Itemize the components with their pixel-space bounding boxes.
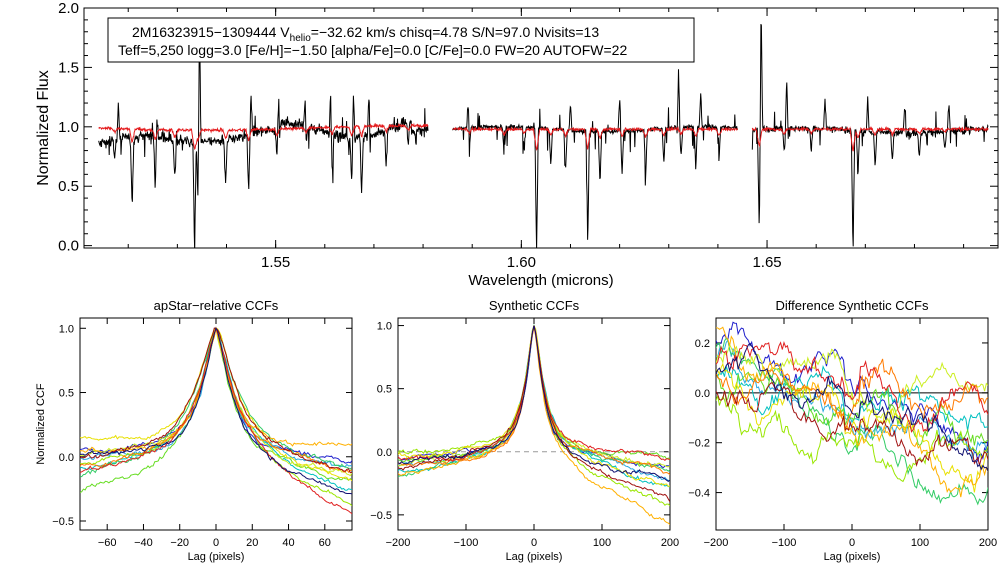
ccf-xtick-label: −100 <box>454 537 479 549</box>
ccf-series-line <box>398 325 670 463</box>
ccf-series-line <box>80 327 352 482</box>
info-line-2: Teff=5,250 logg=3.0 [Fe/H]=−1.50 [alpha/… <box>118 42 627 58</box>
spectrum-ytick-label: 0.0 <box>58 238 79 255</box>
spectrum-ytick-label: 0.5 <box>58 178 79 195</box>
ccf-series-line <box>716 395 988 483</box>
ccf-series-line <box>716 342 988 472</box>
ccf-series-line <box>716 371 988 447</box>
ccf-xtick-label: 100 <box>911 537 929 549</box>
ccf-ylabel: Normalized CCF <box>35 383 47 465</box>
ccf-ytick-label: 1.0 <box>377 321 392 333</box>
ccf-xtick-label: 40 <box>282 537 294 549</box>
ccf-series-line <box>80 327 352 495</box>
ccf-xtick-label: 0 <box>849 537 855 549</box>
ccf-title: Difference Synthetic CCFs <box>776 298 929 313</box>
observed-spectrum-line <box>98 38 429 248</box>
ccf-xlabel: Lag (pixels) <box>824 551 881 563</box>
ccf-title: apStar−relative CCFs <box>154 298 279 313</box>
ccf-series-line <box>716 326 988 498</box>
ccf-series-line <box>398 325 670 462</box>
ccf-ytick-label: 0.0 <box>59 452 74 464</box>
ccf-xtick-label: 200 <box>661 537 679 549</box>
ccf-ytick-label: −0.4 <box>688 488 710 500</box>
ccf-series-line <box>398 324 670 468</box>
spectrum-ytick-label: 1.0 <box>58 119 79 136</box>
ccf-series-line <box>716 365 988 431</box>
spectrum-frame <box>83 7 999 249</box>
ccf-series-line <box>80 327 352 491</box>
ccf-xtick-label: −60 <box>98 537 117 549</box>
ccf-series-line <box>398 325 670 503</box>
ccf-series-line <box>716 358 988 431</box>
ccf-ytick-label: 0.5 <box>377 384 392 396</box>
ccf-series-line <box>716 337 988 506</box>
ccf-title: Synthetic CCFs <box>489 298 580 313</box>
ccf-series-line <box>398 325 670 525</box>
ccf-series-line <box>716 381 988 467</box>
spectrum-xlabel: Wavelength (microns) <box>468 272 613 289</box>
model-spectrum-line <box>751 125 989 152</box>
ccf-xtick-label: 100 <box>593 537 611 549</box>
ccf-frame <box>79 317 353 531</box>
ccf-series-line <box>80 327 352 464</box>
ccf-series-line <box>716 343 988 425</box>
spectrum-xtick-label: 1.55 <box>261 254 290 271</box>
difference-ccf-panel: Difference Synthetic CCFs Lag (pixels) −20… <box>688 298 997 563</box>
model-spectrum-line <box>452 125 739 151</box>
ccf-xtick-label: −200 <box>704 537 729 549</box>
ccf-xtick-label: 20 <box>246 537 258 549</box>
ccf-xtick-label: −200 <box>386 537 411 549</box>
ccf-ytick-label: 1.0 <box>59 323 74 335</box>
ccf-ytick-label: 0.0 <box>695 388 710 400</box>
ccf-series-line <box>716 321 988 462</box>
ccf-xtick-label: −20 <box>170 537 189 549</box>
spectrum-panel: 0.0 0.5 1.0 1.5 2.0 1.55 1.60 1.65 Wavelength (m… <box>35 0 999 289</box>
observed-spectrum-line <box>452 69 739 248</box>
synthetic-ccf-panel: Synthetic CCFs Lag (pixels) −200 −100 0 100 20… <box>370 298 679 563</box>
spectrum-xtick-label: 1.60 <box>507 254 536 271</box>
model-spectrum-line <box>98 122 429 151</box>
ccf-xlabel: Lag (pixels) <box>506 551 563 563</box>
ccf-ytick-label: −0.5 <box>370 510 392 522</box>
apstar-ccf-panel: apStar−relative CCFs Lag (pixels) Normaliz… <box>35 298 353 563</box>
ccf-series-line <box>398 325 670 507</box>
ccf-xtick-label: −40 <box>134 537 153 549</box>
ccf-xtick-label: −100 <box>772 537 797 549</box>
ccf-xtick-label: 200 <box>979 537 997 549</box>
ccf-series-line <box>80 328 352 468</box>
spectrum-ytick-label: 1.5 <box>58 59 79 76</box>
spectrum-xtick-label: 1.65 <box>752 254 781 271</box>
observed-spectrum-line <box>751 23 989 247</box>
ccf-ytick-label: 0.5 <box>59 388 74 400</box>
ccf-series-line <box>716 341 988 433</box>
ccf-frame <box>397 317 671 531</box>
info-box <box>107 17 695 63</box>
ccf-ytick-label: −0.2 <box>688 438 710 450</box>
ccf-ytick-label: 0.2 <box>695 338 710 350</box>
ccf-xtick-label: 0 <box>531 537 537 549</box>
ccf-ytick-label: 0.0 <box>377 447 392 459</box>
ccf-xtick-label: 0 <box>213 537 219 549</box>
ccf-xlabel: Lag (pixels) <box>188 551 245 563</box>
ccf-series-line <box>80 326 352 454</box>
spectrum-ylabel: Normalized Flux <box>35 70 52 186</box>
ccf-series-line <box>80 328 352 477</box>
ccf-series-line <box>398 325 670 469</box>
ccf-ytick-label: −0.5 <box>52 516 74 528</box>
spectrum-ytick-label: 2.0 <box>58 0 79 17</box>
info-line-1: 2M16323915−1309444 Vhelio=−32.62 km/s ch… <box>132 24 599 44</box>
ccf-xtick-label: 60 <box>319 537 331 549</box>
ccf-series-line <box>398 325 670 483</box>
